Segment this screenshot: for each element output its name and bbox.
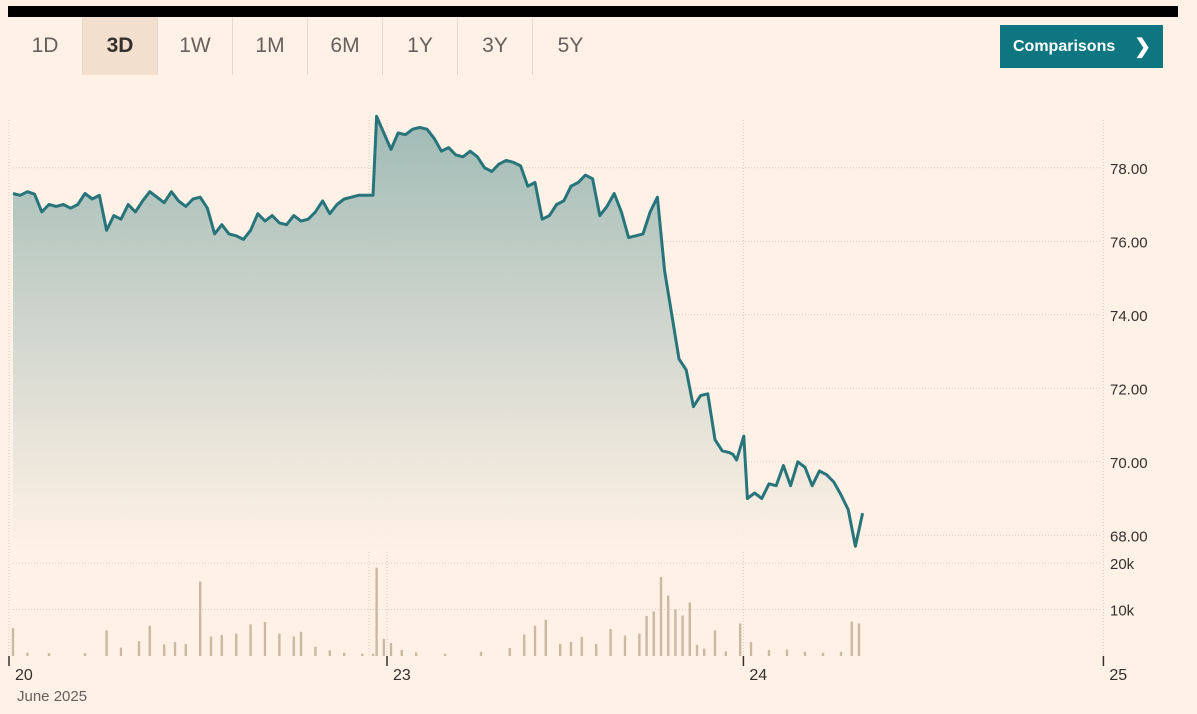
y-tick-label: 70.00 xyxy=(1110,455,1148,472)
tab-1d[interactable]: 1D xyxy=(8,17,83,75)
volume-bar xyxy=(533,625,537,656)
volume-bar xyxy=(235,633,238,656)
volume-bar xyxy=(105,630,108,656)
top-rule xyxy=(8,6,1178,17)
price-area xyxy=(13,116,863,551)
comparisons-button[interactable]: Comparisons ❯ xyxy=(1000,25,1163,68)
volume-bar xyxy=(681,615,684,656)
volume-bar xyxy=(857,623,861,656)
volume-bar xyxy=(785,649,789,656)
volume-bar xyxy=(803,651,807,656)
tab-3d[interactable]: 3D xyxy=(83,17,158,75)
volume-bar xyxy=(173,642,177,656)
volume-bar xyxy=(667,595,670,656)
volume-bar xyxy=(11,628,15,656)
volume-bar xyxy=(220,635,223,656)
chevron-right-icon: ❯ xyxy=(1134,36,1151,58)
y-tick-label: 72.00 xyxy=(1110,381,1148,398)
volume-bar xyxy=(674,609,677,656)
volume-bar xyxy=(415,652,418,656)
volume-bar xyxy=(724,651,727,656)
volume-bar xyxy=(623,635,627,656)
volume-bar xyxy=(443,653,447,656)
volume-bar xyxy=(821,652,825,656)
volume-bar xyxy=(569,642,573,656)
volume-bar xyxy=(713,630,717,656)
x-axis: 20 23 24 25 June 2025 xyxy=(8,656,1127,705)
volume-bar xyxy=(739,623,742,656)
tab-1y[interactable]: 1Y xyxy=(383,17,458,75)
volume-bar xyxy=(544,619,547,656)
comparisons-label: Comparisons xyxy=(1013,37,1116,55)
y-tick-label: 68.00 xyxy=(1110,528,1148,545)
volume-bar xyxy=(767,649,771,656)
volume-bar xyxy=(278,633,281,656)
volume-bar xyxy=(839,651,843,656)
volume-bar xyxy=(652,611,655,656)
tab-1w[interactable]: 1W xyxy=(158,17,233,75)
y-tick-label: 78.00 xyxy=(1110,161,1148,178)
volume-bar xyxy=(314,646,317,656)
volume-bar xyxy=(199,581,202,656)
tab-5y[interactable]: 5Y xyxy=(557,34,584,57)
price-line xyxy=(12,114,865,548)
volume-bar xyxy=(375,567,378,656)
volume-bar xyxy=(328,650,331,656)
volume-bar xyxy=(47,653,51,656)
volume-bar xyxy=(292,636,295,656)
tab-1m[interactable]: 1M xyxy=(233,17,308,75)
volume-bar xyxy=(508,648,511,656)
volume-bar xyxy=(659,576,663,656)
volume-bar xyxy=(400,649,403,656)
volume-bar xyxy=(137,641,141,656)
x-tick-label: 20 xyxy=(15,667,33,684)
volume-bar xyxy=(382,638,385,656)
tab-3y[interactable]: 3Y xyxy=(458,17,533,75)
volume-bar xyxy=(361,653,364,656)
volume-bar xyxy=(26,652,29,656)
volume-bar xyxy=(479,651,483,656)
vol-tick-label: 20k xyxy=(1110,556,1135,573)
volume-bar xyxy=(263,622,267,656)
volume-bar xyxy=(695,644,699,656)
x-tick-label: 23 xyxy=(393,667,411,684)
y-axis-labels: 78.00 76.00 74.00 72.00 70.00 68.00 20k 10k xyxy=(1110,161,1148,620)
volume-bar xyxy=(523,634,526,656)
volume-bar xyxy=(580,636,583,656)
volume-bar xyxy=(163,644,166,656)
volume-bar xyxy=(609,629,612,656)
y-tick-label: 76.00 xyxy=(1110,234,1148,251)
volume-bar xyxy=(299,631,303,656)
volume-bar xyxy=(703,648,706,656)
volume-bar xyxy=(688,602,691,656)
volume-bar xyxy=(343,652,346,656)
volume-bar xyxy=(749,642,753,656)
volume-bar xyxy=(638,633,641,656)
volume-bar xyxy=(645,616,648,656)
x-tick-label: 25 xyxy=(1109,667,1127,684)
volume-bar xyxy=(119,647,123,656)
x-sublabel: June 2025 xyxy=(17,688,87,705)
volume-bar xyxy=(249,624,252,656)
volume-bar xyxy=(559,643,562,656)
y-tick-label: 74.00 xyxy=(1110,308,1148,325)
volume-bar xyxy=(850,621,853,656)
x-tick-label: 24 xyxy=(749,667,767,684)
volume-bar xyxy=(371,653,375,656)
volume-bars xyxy=(11,567,861,656)
volume-bar xyxy=(184,643,187,656)
volume-bar xyxy=(83,653,87,656)
volume-bar xyxy=(595,643,598,656)
tab-6m[interactable]: 6M xyxy=(308,17,383,75)
volume-bar xyxy=(389,642,393,656)
volume-bar xyxy=(209,636,213,656)
range-tabs: 1D 3D 1W 1M 6M 1Y 3Y 5Y xyxy=(8,17,608,75)
vol-tick-label: 10k xyxy=(1110,603,1135,620)
volume-bar xyxy=(148,625,151,656)
